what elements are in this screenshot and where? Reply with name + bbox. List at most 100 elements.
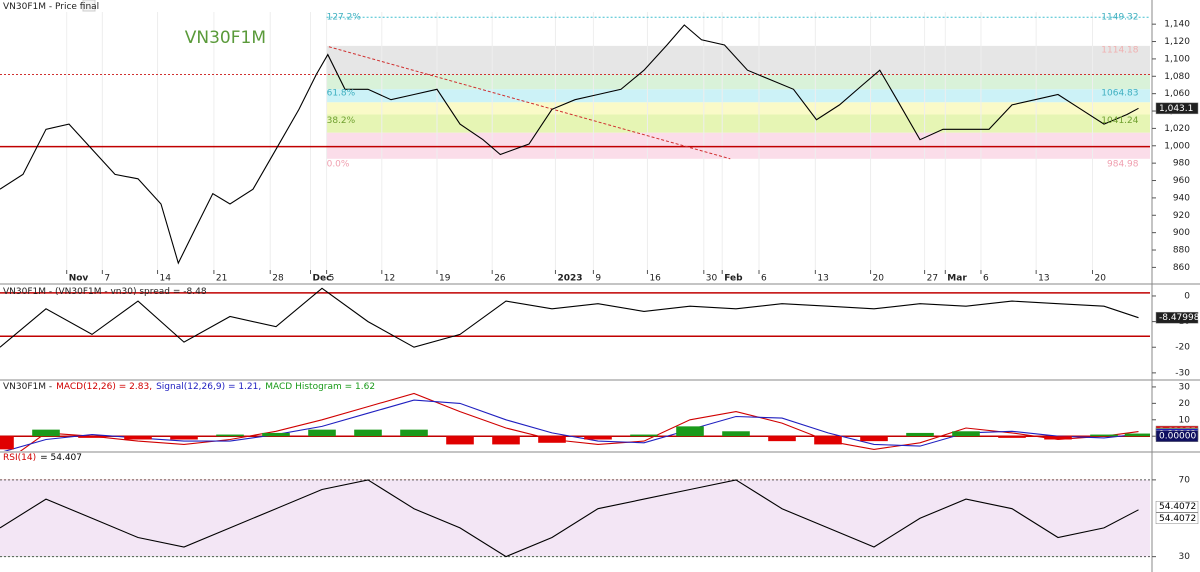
histogram-bar xyxy=(860,436,888,442)
level-label: 61.8% xyxy=(327,88,356,98)
fib-band xyxy=(326,74,1151,90)
histogram-bar xyxy=(446,436,474,445)
x-tick-label: Dec xyxy=(313,274,332,284)
annotation: VN30F1M xyxy=(185,28,266,48)
panel-button[interactable] xyxy=(82,0,96,12)
histogram-bar xyxy=(584,436,612,440)
histogram-bar xyxy=(768,436,796,442)
value-tag xyxy=(1155,512,1199,525)
value-tag-label: 54.4072 xyxy=(1159,502,1196,512)
series-line xyxy=(0,287,1139,348)
histogram-bar xyxy=(400,429,428,437)
panel-title: VN30F1M - (VN30F1M - vn30) spread = -8.4… xyxy=(3,287,207,297)
y-tick-label: 1,120 xyxy=(1164,37,1190,47)
value-tag-label: 1,043.1 xyxy=(1159,104,1193,114)
x-tick-label: 19 xyxy=(439,274,451,284)
histogram-bar xyxy=(0,436,14,450)
x-tick-label: 5 xyxy=(329,274,335,284)
histogram-bar xyxy=(354,429,382,437)
level-label: 984.98 xyxy=(1107,160,1139,170)
panel-title: VN30F1M - MACD(12,26) = 2.83, Signal(12,26… xyxy=(3,382,375,392)
fib-band xyxy=(326,102,1151,115)
histogram-bar xyxy=(630,434,658,437)
x-tick-label: 12 xyxy=(384,274,395,284)
x-tick-label: 30 xyxy=(706,274,718,284)
histogram-bar xyxy=(998,436,1026,438)
series-line xyxy=(19,392,1139,451)
title: VN30F1M - (VN30F1M - vn30) spread = -8.4… xyxy=(3,287,207,297)
y-tick-label: 860 xyxy=(1173,263,1190,273)
x-tick-label: 14 xyxy=(160,274,172,284)
histogram-bar xyxy=(124,436,152,440)
x-tick-label: 13 xyxy=(1038,274,1049,284)
x-tick-label: 9 xyxy=(595,274,601,284)
histogram-bar xyxy=(1044,436,1072,440)
x-tick-label: 16 xyxy=(649,274,661,284)
y-tick-label: 980 xyxy=(1173,159,1190,169)
x-tick-label: 6 xyxy=(983,274,989,284)
y-tick-label: 1,020 xyxy=(1164,124,1190,134)
histogram-bar xyxy=(216,434,244,437)
x-tick-label: 20 xyxy=(1095,274,1107,284)
x-tick-label: 27 xyxy=(927,274,938,284)
histogram-bar xyxy=(308,429,336,437)
x-tick-label: Nov xyxy=(69,274,89,284)
fib-band xyxy=(326,114,1151,133)
title: RSI(14) xyxy=(3,453,36,463)
x-tick-label: 6 xyxy=(761,274,767,284)
legend-entry: = 54.407 xyxy=(40,453,82,463)
histogram-bar xyxy=(262,432,290,437)
level-label: 1149.32 xyxy=(1101,13,1138,23)
value-tag xyxy=(1155,430,1199,442)
level-label: 0.0% xyxy=(327,160,350,170)
value-tag xyxy=(1155,102,1199,115)
y-tick-label: 30 xyxy=(1179,382,1191,392)
series-line xyxy=(0,24,1139,265)
legend-entry: MACD Histogram = 1.62 xyxy=(265,382,375,392)
y-tick-label: 1,100 xyxy=(1164,54,1190,64)
y-tick-label: 960 xyxy=(1173,176,1190,186)
y-tick-label: 1,140 xyxy=(1164,20,1190,30)
y-tick-label: 1,060 xyxy=(1164,89,1190,99)
y-tick-label: -20 xyxy=(1175,343,1190,353)
histogram-bar xyxy=(906,432,934,437)
histogram-bar xyxy=(492,436,520,445)
level-label: 127.2% xyxy=(327,13,362,23)
y-tick-label: 920 xyxy=(1173,211,1190,221)
y-tick-label: 900 xyxy=(1173,228,1190,238)
level-label: 1064.83 xyxy=(1101,88,1138,98)
level-label: 38.2% xyxy=(327,116,356,126)
fib-band xyxy=(326,89,1151,103)
histogram-bar xyxy=(1124,433,1150,437)
level-label: 1041.24 xyxy=(1101,116,1138,126)
y-tick-label: 70 xyxy=(1179,475,1191,485)
legend-entry: MACD(12,26) = 2.83, xyxy=(56,382,152,392)
value-tag-label: -8.47998 xyxy=(1159,313,1200,323)
y-tick-label: 10 xyxy=(1179,415,1191,425)
x-tick-label: 7 xyxy=(104,274,110,284)
x-tick-label: Mar xyxy=(947,274,967,284)
histogram-bar xyxy=(78,436,106,438)
y-tick-label: 940 xyxy=(1173,193,1190,203)
x-tick-label: 26 xyxy=(494,274,506,284)
histogram-bar xyxy=(722,431,750,437)
histogram-bar xyxy=(952,431,980,437)
series-line xyxy=(0,479,1139,558)
y-tick-label: 30 xyxy=(1179,552,1191,562)
panel-title: RSI(14) = 54.407 xyxy=(3,453,82,463)
legend-entry: Signal(12,26,9) = 1.21, xyxy=(156,382,261,392)
value-tag-label: 0.00000 xyxy=(1159,432,1196,442)
histogram-bar xyxy=(32,429,60,437)
y-tick-label: 1,000 xyxy=(1164,141,1190,151)
x-tick-label: 21 xyxy=(216,274,227,284)
y-tick-label: 20 xyxy=(1179,399,1191,409)
fib-band xyxy=(326,132,1151,159)
y-tick-label: 1,080 xyxy=(1164,72,1190,82)
title: VN30F1M - xyxy=(3,382,52,392)
panel-title: VN30F1M - Price final xyxy=(3,2,99,12)
y-tick-label: -30 xyxy=(1175,368,1190,378)
histogram-bar xyxy=(814,436,842,445)
x-tick-label: 20 xyxy=(873,274,885,284)
level-label: 1114.18 xyxy=(1101,46,1138,56)
